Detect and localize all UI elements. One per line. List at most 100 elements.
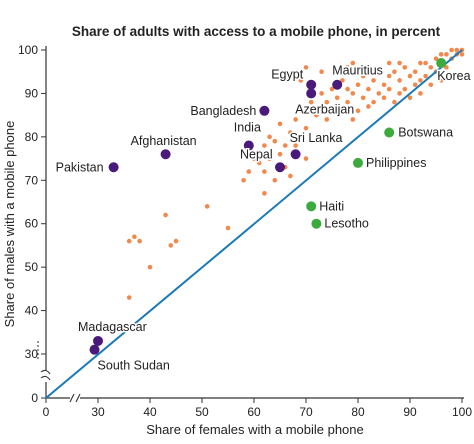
point-india [243,140,254,151]
label-egypt: Egypt [271,68,303,82]
data-point [126,295,132,300]
label-sri-lanka: Sri Lanka [290,131,343,145]
data-point [418,78,423,83]
data-point [397,78,402,83]
data-point [168,243,174,248]
data-point [132,234,137,240]
data-point [303,125,309,131]
data-point [277,151,283,157]
y-tick-label: 30 [25,347,39,361]
data-point [345,99,350,105]
data-point [386,86,392,92]
data-point [345,65,350,70]
data-point [308,99,314,105]
data-point [267,134,272,140]
data-point [329,86,335,92]
data-point [444,65,449,70]
data-point [433,56,439,61]
x-tick-label: 40 [143,405,157,419]
data-point [386,60,392,66]
y-tick-label: 90 [25,86,39,100]
data-point [402,65,408,70]
label-lesotho: Lesotho [324,217,369,231]
x-tick-label: 80 [351,405,365,419]
label-korea: Korea [437,69,470,83]
data-point [444,52,449,57]
y-tick-label: 50 [25,260,39,274]
chart-title: Share of adults with access to a mobile … [72,24,441,39]
data-point [407,73,413,79]
label-bangladesh: Bangladesh [190,104,256,118]
data-point [386,73,392,79]
data-point [360,73,366,79]
data-point [423,73,428,79]
label-haiti: Haiti [319,199,344,213]
data-point [147,264,153,270]
point-azerbaijan [306,88,317,99]
y-tick-label: 100 [18,43,38,57]
labeled-country-points: South Sudan Madagascar Pakistan Afghanistan… [54,58,472,374]
other-country-points [126,47,465,300]
parity-line-layer [45,49,463,399]
data-point [402,86,408,92]
data-point [225,225,231,231]
data-point [324,117,330,122]
data-point [371,99,376,105]
data-point [412,69,418,75]
y-axis-break-mark [40,369,51,375]
point-botswana [384,127,395,138]
data-point [345,86,350,92]
data-point [314,138,319,144]
point-mauritius [332,79,343,90]
point-bangladesh [259,105,270,116]
axes: 0 30 40 50 60 70 80 90 100 0 30 40 50 60 70 80 90 100 [18,43,472,419]
data-point [366,104,371,109]
x-tick-label: 0 [43,405,50,419]
point-korea [436,58,447,69]
data-point [428,82,434,88]
data-point [412,82,418,88]
label-madagascar: Madagascar [78,320,147,334]
data-point [397,91,402,96]
data-point [298,134,304,140]
y-tick-label: 80 [25,130,39,144]
data-point [371,78,376,83]
label-south-sudan: South Sudan [98,359,170,373]
data-point [360,95,366,101]
x-tick-label: 70 [299,405,313,419]
data-point [418,60,423,66]
data-point [438,52,444,57]
y-axis-break-mark [40,375,51,381]
data-point [314,112,319,118]
data-point [319,108,324,114]
data-point [272,177,278,183]
data-point [392,69,397,75]
label-philippines: Philippines [366,156,426,170]
data-point [350,91,356,96]
label-mauritius: Mauritius [332,64,383,78]
data-point [376,91,382,96]
data-point [376,69,382,75]
data-point [397,60,402,66]
data-point [298,108,304,114]
data-point [324,99,330,105]
data-point [272,138,278,144]
data-point [340,78,345,83]
data-point [459,52,465,57]
label-azerbaijan: Azerbaijan [295,102,354,116]
data-point [303,156,309,161]
data-point [407,95,413,101]
x-tick-label: 50 [195,405,209,419]
data-point [366,86,371,92]
data-point [350,117,356,122]
x-axis-label: Share of females with a mobile phone [146,422,364,437]
data-point [355,82,361,88]
y-axis-label: Share of males with a mobile phone [2,121,17,328]
data-point [418,91,423,96]
data-point [381,95,387,101]
data-point [267,156,272,161]
point-egypt [306,79,317,90]
data-point [392,99,397,105]
y-tick-label: 0 [31,391,38,405]
